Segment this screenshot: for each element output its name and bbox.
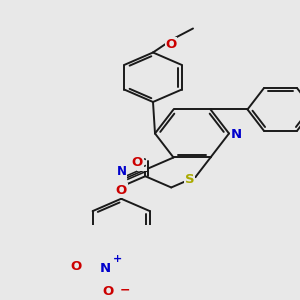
Text: O: O — [116, 184, 127, 197]
Text: O: O — [132, 156, 143, 169]
Text: N: N — [230, 128, 242, 142]
Text: +: + — [113, 254, 122, 265]
Text: O: O — [70, 260, 82, 274]
Text: N: N — [117, 165, 127, 178]
Text: −: − — [119, 284, 130, 297]
Text: O: O — [165, 38, 177, 51]
Text: O: O — [103, 285, 114, 298]
Text: S: S — [185, 173, 194, 186]
Text: C: C — [137, 157, 146, 170]
Text: N: N — [100, 262, 111, 275]
